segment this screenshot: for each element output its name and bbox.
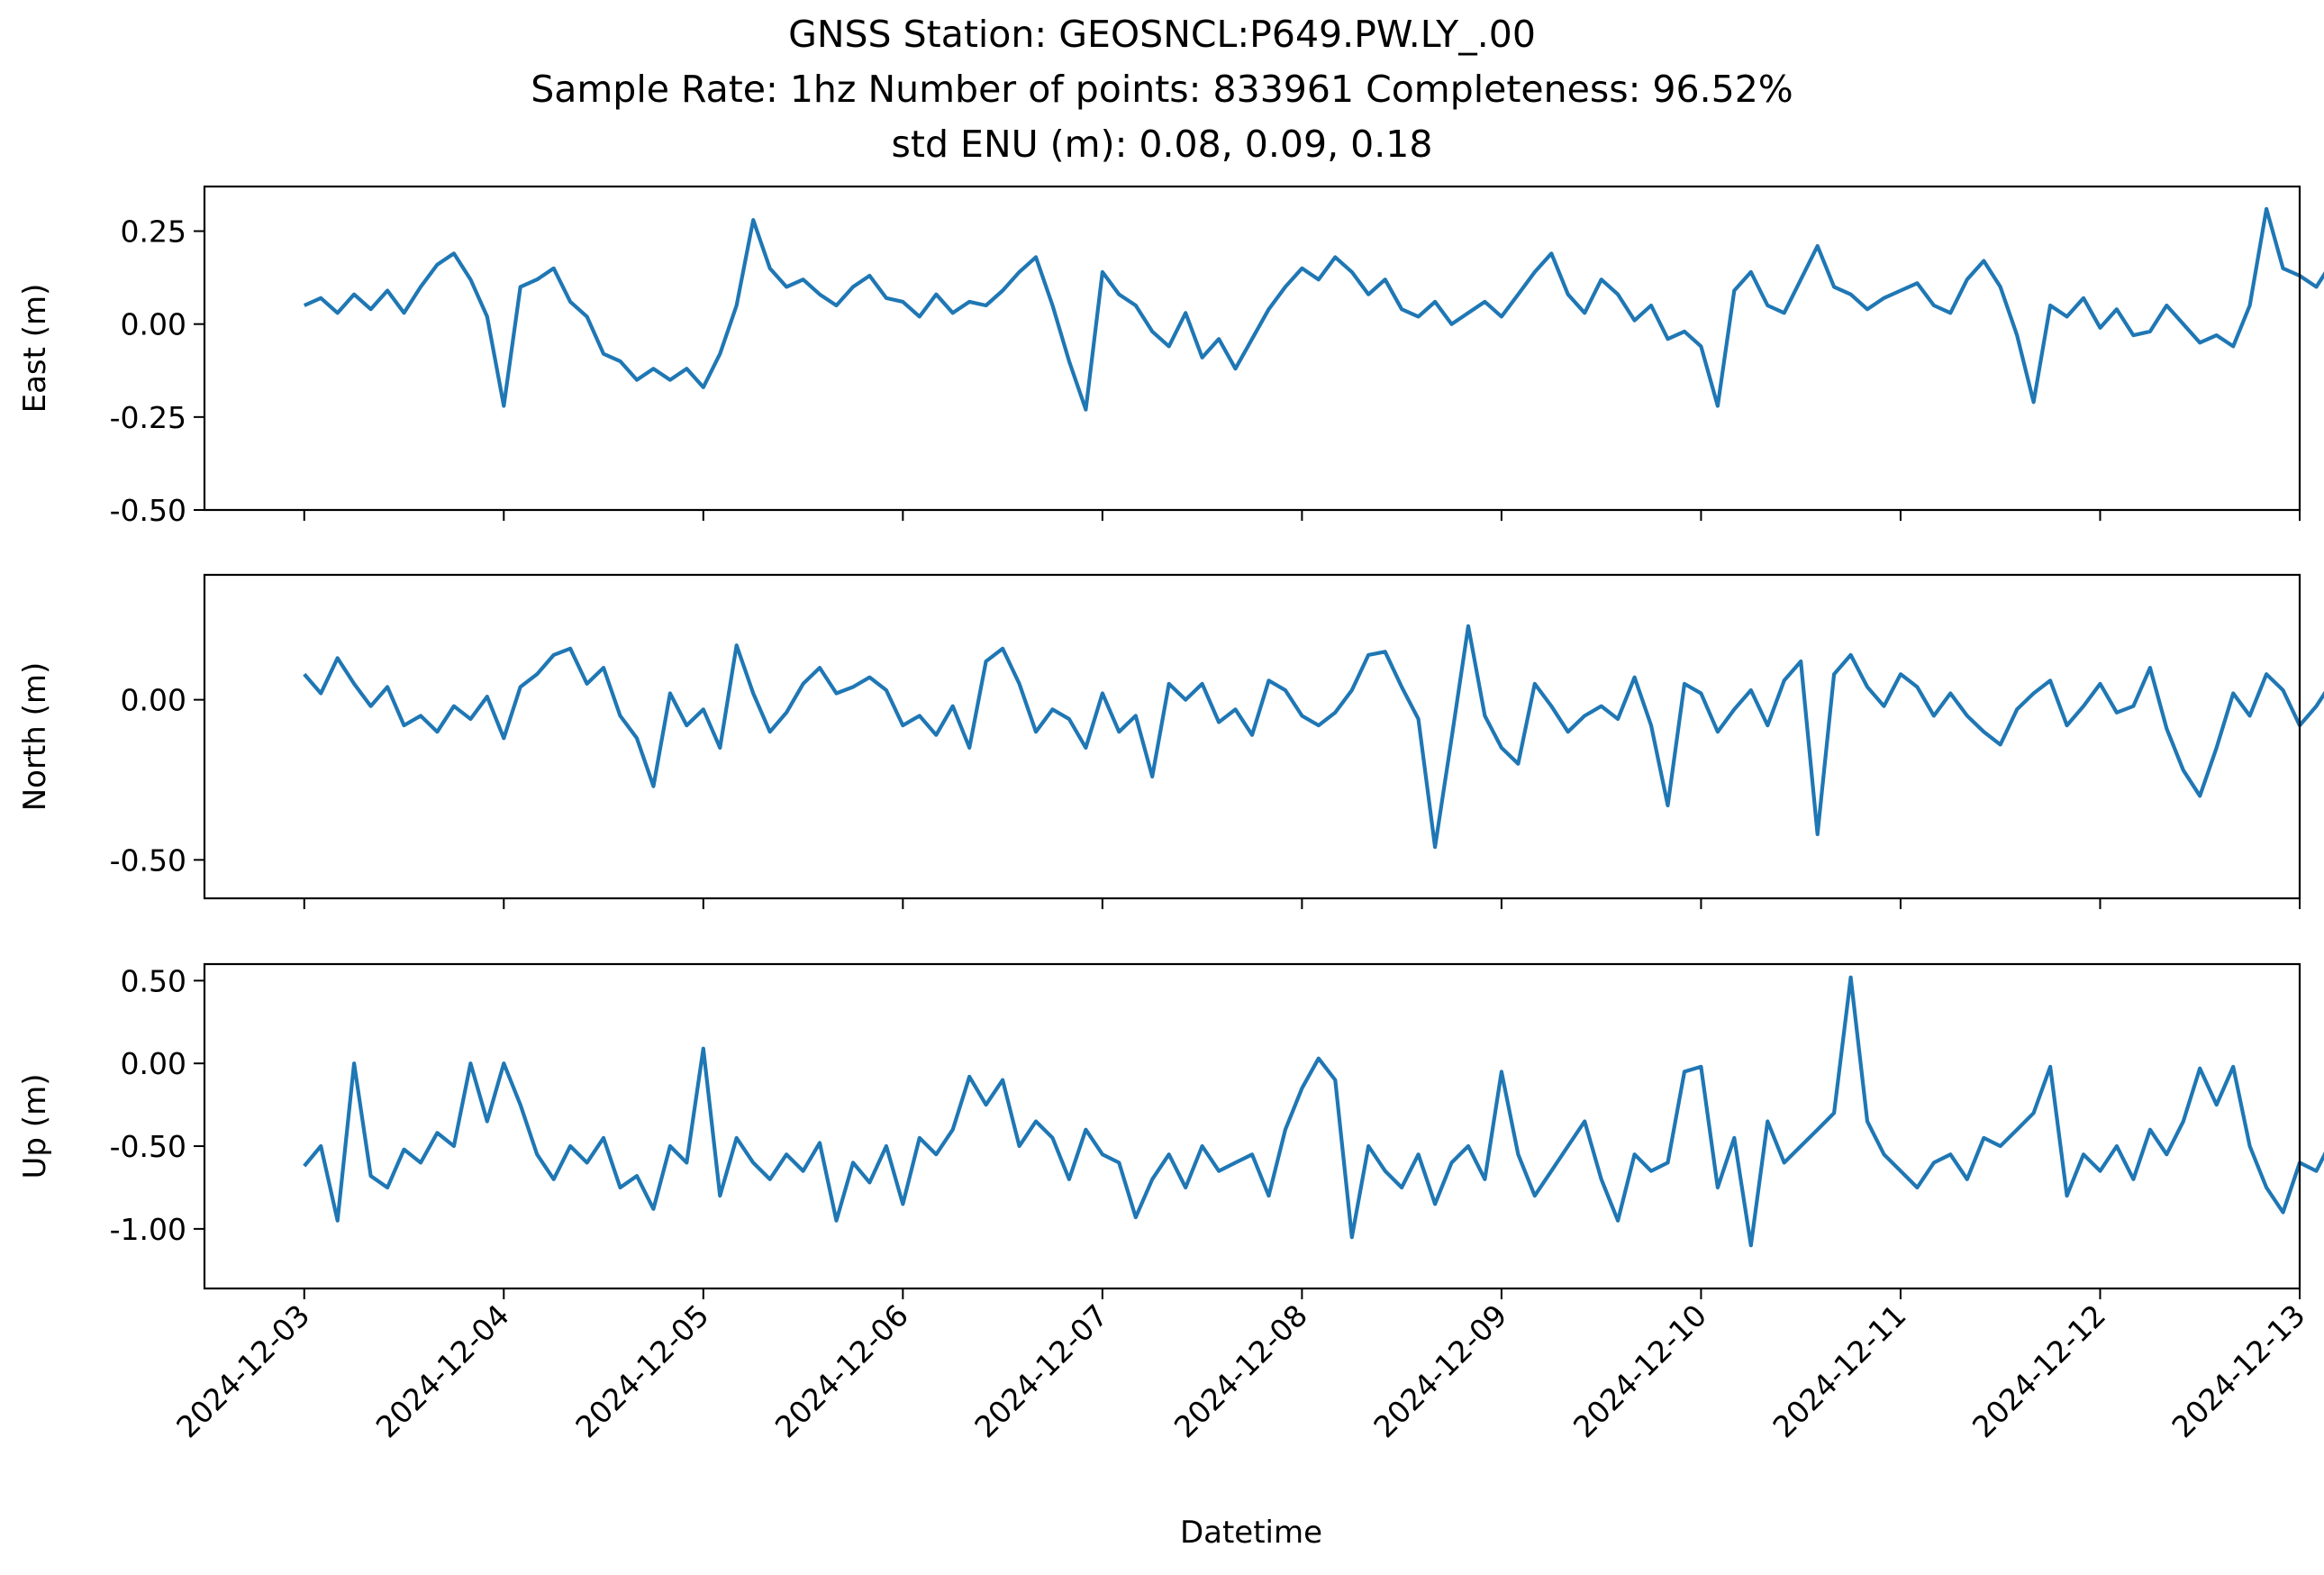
up-axes-frame [203, 962, 2301, 1290]
up-y-tick-label: 0.00 [121, 1046, 186, 1081]
east-panel: 0.25 0.00 -0.25 -0.50 East (m) [17, 185, 2324, 528]
north-y-tick-label: -0.50 [110, 842, 186, 878]
figure-title-line-2: Sample Rate: 1hz Number of points: 83396… [531, 68, 1793, 111]
north-y-tick-label: 0.00 [121, 683, 186, 718]
up-series-line [303, 975, 2324, 1248]
north-axes-frame [203, 573, 2301, 900]
up-y-tick-label: -0.50 [110, 1129, 186, 1164]
up-y-tick-label: 0.50 [121, 963, 186, 998]
east-y-tick-label: -0.50 [110, 493, 186, 528]
up-y-axis-label: Up (m) [17, 1074, 53, 1179]
up-y-tick-label: -1.00 [110, 1212, 186, 1247]
x-axis-label: Datetime [1180, 1515, 1322, 1551]
east-axes-frame [203, 185, 2301, 512]
east-series-line [303, 206, 2324, 412]
east-y-tick-label: 0.25 [121, 214, 186, 250]
figure-title-line-3: std ENU (m): 0.08, 0.09, 0.18 [892, 123, 1433, 166]
figure-title-line-1: GNSS Station: GEOSNCL:P649.PW.LY_.00 [788, 13, 1536, 56]
north-y-axis-label: North (m) [17, 662, 53, 812]
east-y-tick-label: -0.25 [110, 400, 186, 435]
north-panel: 0.00 -0.50 North (m) [17, 573, 2324, 909]
east-y-tick-label: 0.00 [121, 307, 186, 342]
east-y-axis-label: East (m) [17, 284, 53, 414]
north-series-line [303, 624, 2324, 850]
